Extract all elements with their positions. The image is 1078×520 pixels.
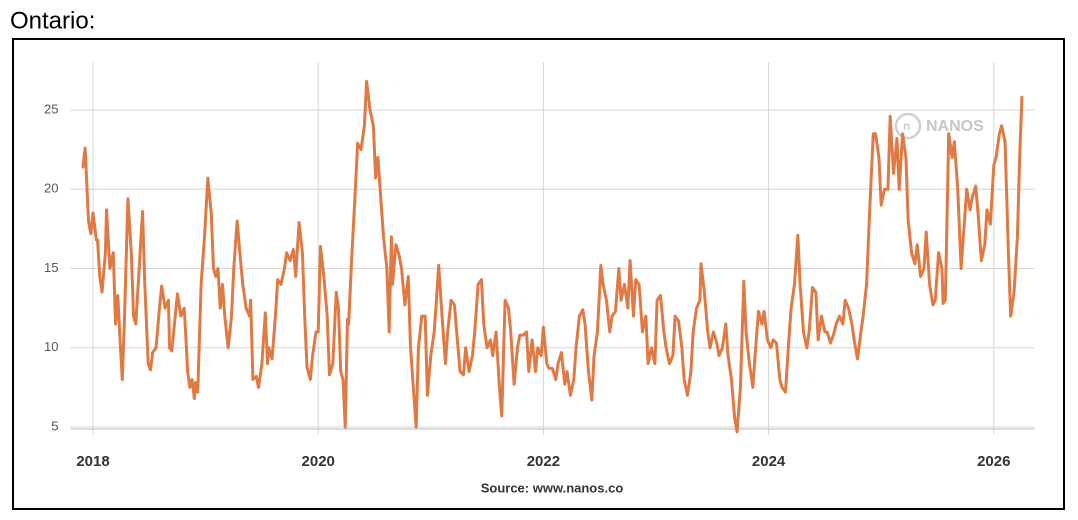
source: Source: www.nanos.co — [481, 480, 624, 495]
plot — [81, 79, 1024, 434]
x-tick-label: 2024 — [752, 453, 786, 470]
y-tick-label: 5 — [51, 419, 58, 434]
watermark: n NANOS — [894, 112, 984, 140]
watermark-icon-glyph: n — [903, 119, 910, 133]
x-tick-label: 2018 — [76, 453, 109, 470]
y-tick-label: 10 — [44, 339, 58, 354]
x-tick-label: 2022 — [527, 453, 560, 470]
y-tick-label: 20 — [44, 181, 58, 196]
y-tick-label: 15 — [44, 260, 58, 275]
watermark-text: NANOS — [926, 118, 984, 135]
grid — [70, 62, 1035, 435]
y-tick-label: 25 — [44, 101, 58, 116]
x-tick-label: 2026 — [977, 453, 1010, 470]
watermark-icon — [894, 112, 922, 140]
chart-title: Ontario: — [10, 7, 95, 34]
x-tick-label: 2020 — [302, 453, 335, 470]
data-line — [81, 79, 1024, 434]
